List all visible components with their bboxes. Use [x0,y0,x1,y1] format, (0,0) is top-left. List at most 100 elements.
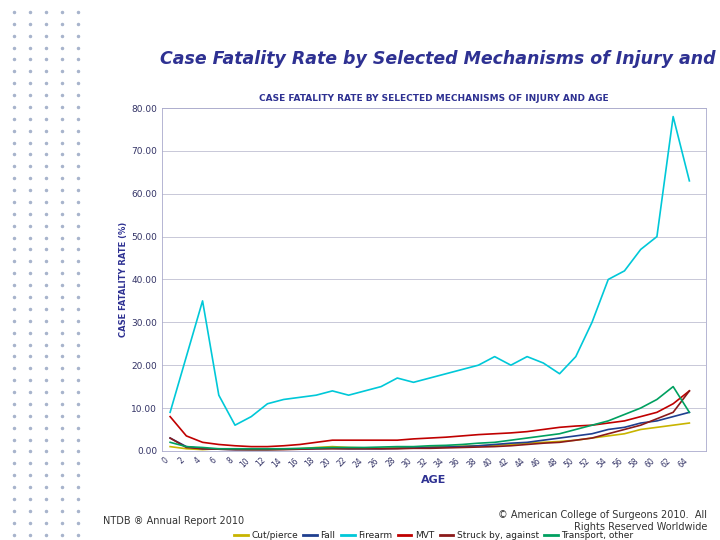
Fall [263,447,271,453]
Transport, other [263,446,271,452]
Fall [507,440,516,447]
MVT [507,430,516,436]
Transport, other [361,444,369,451]
MVT [426,435,434,441]
Cut/pierce [247,447,256,453]
Fall [620,424,629,430]
Transport, other [604,417,613,424]
Line: Firearm: Firearm [170,117,689,425]
Cut/pierce [296,446,305,452]
MVT [263,443,271,450]
MVT [230,442,239,449]
Struck by, against [182,444,191,451]
Cut/pierce [490,442,499,449]
MVT [474,431,482,438]
Struck by, against [669,409,678,416]
Fall [328,445,337,451]
Transport, other [474,440,482,447]
Fall [409,444,418,451]
Struck by, against [166,435,174,441]
Firearm [279,396,288,403]
Struck by, against [328,446,337,452]
Cut/pierce [588,435,596,441]
MVT [361,437,369,443]
Line: Fall: Fall [170,413,689,450]
Cut/pierce [361,444,369,451]
Struck by, against [572,437,580,443]
Fall [539,437,548,443]
Transport, other [377,444,385,450]
Firearm [361,388,369,394]
Firearm [328,388,337,394]
Firearm [312,392,320,399]
Text: Case Fatality Rate by Selected Mechanisms of Injury and Age: Case Fatality Rate by Selected Mechanism… [161,50,720,69]
Cut/pierce [215,446,223,452]
Struck by, against [393,446,402,452]
MVT [441,434,450,441]
Transport, other [166,439,174,446]
Fall [652,417,661,424]
MVT [344,437,353,443]
Fall [458,443,467,450]
Fall [669,414,678,420]
Struck by, against [296,446,305,453]
Cut/pierce [441,443,450,450]
Line: Struck by, against: Struck by, against [170,391,689,450]
Cut/pierce [572,437,580,443]
MVT [377,437,385,443]
Fall [588,430,596,437]
Fall [555,435,564,441]
Cut/pierce [393,444,402,451]
Fall [685,409,693,416]
Struck by, against [507,442,516,449]
Struck by, against [441,444,450,451]
Firearm [490,353,499,360]
Cut/pierce [409,444,418,451]
Struck by, against [636,422,645,428]
Fall [344,446,353,452]
MVT [588,422,596,428]
Cut/pierce [539,439,548,446]
Fall [572,433,580,439]
MVT [555,424,564,430]
Firearm [572,353,580,360]
Firearm [523,353,531,360]
Struck by, against [604,430,613,437]
Transport, other [669,383,678,390]
Struck by, against [361,446,369,452]
Fall [279,446,288,453]
Fall [426,444,434,451]
Cut/pierce [328,443,337,450]
Transport, other [198,444,207,451]
MVT [182,433,191,439]
Transport, other [344,444,353,451]
Transport, other [279,446,288,452]
Transport, other [426,442,434,449]
Transport, other [620,411,629,418]
Firearm [182,353,191,360]
Fall [377,446,385,452]
Transport, other [441,442,450,449]
MVT [669,401,678,407]
Transport, other [247,446,256,452]
Struck by, against [474,444,482,450]
Transport, other [409,443,418,450]
Firearm [247,414,256,420]
Transport, other [393,443,402,450]
Cut/pierce [636,426,645,433]
Struck by, against [652,415,661,422]
MVT [458,433,467,439]
Cut/pierce [604,433,613,439]
Struck by, against [263,447,271,453]
Transport, other [458,441,467,448]
Firearm [426,375,434,381]
MVT [409,436,418,442]
Struck by, against [539,440,548,447]
Firearm [539,360,548,366]
MVT [572,423,580,429]
Cut/pierce [426,444,434,450]
Transport, other [685,409,693,416]
Struck by, against [426,445,434,451]
Fall [182,443,191,450]
Cut/pierce [279,446,288,453]
